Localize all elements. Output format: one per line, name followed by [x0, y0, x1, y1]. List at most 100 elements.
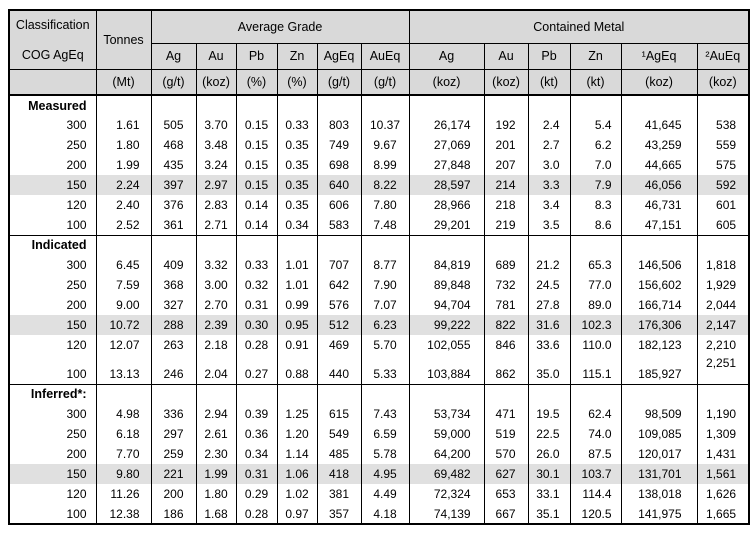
- data-cell: 327: [150, 295, 197, 315]
- empty-cell: [276, 94, 318, 115]
- data-cell: 468: [150, 135, 197, 155]
- data-cell: 156,602: [620, 275, 698, 295]
- classification-label: Classification: [15, 17, 90, 32]
- table-row: 150 10.72 288 2.39 0.30 0.95 512 6.23 99,222 822 3…: [8, 315, 750, 335]
- data-cell: 0.15: [235, 155, 278, 175]
- data-cell: 0.30: [235, 315, 278, 335]
- data-cell: 0.39: [235, 404, 278, 424]
- data-cell: 207: [483, 155, 529, 175]
- data-cell: 846: [483, 335, 529, 355]
- header-row-groups: Classification COG AgEq Tonnes Average G…: [8, 9, 750, 70]
- data-cell: 28,597: [408, 175, 485, 195]
- data-cell: 12.07: [95, 335, 152, 355]
- empty-cell: [195, 383, 237, 404]
- data-cell: 409: [150, 255, 197, 275]
- data-cell: 47,151: [620, 215, 698, 235]
- empty-cell: [408, 383, 485, 404]
- data-cell: 0.28: [235, 335, 278, 355]
- data-cell: 6.45: [95, 255, 152, 275]
- cog-value: 300: [8, 404, 97, 424]
- table-header: Classification COG AgEq Tonnes Average G…: [8, 9, 750, 96]
- empty-cell: [276, 383, 318, 404]
- empty-cell: [360, 234, 410, 255]
- data-cell: 246: [150, 355, 197, 384]
- cog-value: 200: [8, 295, 97, 315]
- data-cell: 3.5: [527, 215, 571, 235]
- empty-cell: [527, 383, 571, 404]
- data-cell: 11.26: [95, 484, 152, 504]
- table-row: 300 4.98 336 2.94 0.39 1.25 615 7.43 53,734 471 19…: [8, 404, 750, 424]
- data-cell: 3.24: [195, 155, 237, 175]
- data-cell: 221: [150, 464, 197, 484]
- cog-value: 250: [8, 424, 97, 444]
- data-cell: 21.2: [527, 255, 571, 275]
- data-cell: 98,509: [620, 404, 698, 424]
- empty-cell: [150, 94, 197, 115]
- table-row: 300 1.61 505 3.70 0.15 0.33 803 10.37 26,174 192 2…: [8, 115, 750, 135]
- unit-grade-ag: (g/t): [150, 69, 197, 96]
- data-cell: 357: [316, 504, 362, 524]
- data-cell: 0.34: [276, 215, 318, 235]
- data-cell: 120,017: [620, 444, 698, 464]
- table-row: 200 9.00 327 2.70 0.31 0.99 576 7.07 94,704 781 27…: [8, 295, 750, 315]
- cog-value: 120: [8, 335, 97, 355]
- empty-cell: [483, 94, 529, 115]
- table-row: 100 12.38 186 1.68 0.28 0.97 357 4.18 74,139 667 3…: [8, 504, 750, 524]
- cog-value: 100: [8, 355, 97, 384]
- cog-value: 100: [8, 215, 97, 235]
- unit-contained-au: (koz): [483, 69, 529, 96]
- data-cell: 146,506: [620, 255, 698, 275]
- data-cell: 0.27: [235, 355, 278, 384]
- empty-cell: [483, 383, 529, 404]
- data-cell: 0.29: [235, 484, 278, 504]
- data-cell: 29,201: [408, 215, 485, 235]
- data-cell: 24.5: [527, 275, 571, 295]
- data-cell: 201: [483, 135, 529, 155]
- data-cell: 1.20: [276, 424, 318, 444]
- data-cell: 336: [150, 404, 197, 424]
- data-cell: 31.6: [527, 315, 571, 335]
- col-header-grade-ag: Ag: [150, 42, 197, 70]
- empty-cell: [696, 94, 750, 115]
- data-cell: 186: [150, 504, 197, 524]
- data-cell: 471: [483, 404, 529, 424]
- data-cell: 862: [483, 355, 529, 384]
- data-cell: 141,975: [620, 504, 698, 524]
- data-cell: 2,147: [696, 315, 750, 335]
- data-cell: 2.24: [95, 175, 152, 195]
- cog-ageq-label: COG AgEq: [21, 47, 84, 62]
- unit-contained-aueq: (koz): [696, 69, 750, 96]
- data-cell: 0.91: [276, 335, 318, 355]
- unit-grade-ageq: (g/t): [316, 69, 362, 96]
- unit-grade-au: (koz): [195, 69, 237, 96]
- empty-cell: [620, 234, 698, 255]
- data-cell: 469: [316, 335, 362, 355]
- data-cell: 512: [316, 315, 362, 335]
- data-cell: 110.0: [569, 335, 622, 355]
- data-cell: 7.70: [95, 444, 152, 464]
- data-cell: 1.80: [95, 135, 152, 155]
- data-cell: 0.95: [276, 315, 318, 335]
- data-cell: 46,731: [620, 195, 698, 215]
- data-cell: 3.3: [527, 175, 571, 195]
- data-cell: 8.3: [569, 195, 622, 215]
- empty-cell: [95, 383, 152, 404]
- data-cell: 7.59: [95, 275, 152, 295]
- data-cell: 84,819: [408, 255, 485, 275]
- data-cell: 0.36: [235, 424, 278, 444]
- section-label-row: Indicated: [8, 234, 750, 255]
- table-body: Measured 300 1.61 505 3.70 0.15 0.33 803 10.37 26…: [8, 94, 750, 524]
- data-cell: 2.61: [195, 424, 237, 444]
- data-cell: 2.04: [195, 355, 237, 384]
- data-cell: 102.3: [569, 315, 622, 335]
- section-label-row: Inferred*:: [8, 383, 750, 404]
- header-row-elements: Ag Au Pb Zn AgEq AuEq Ag Au Pb Zn ¹AgEq …: [9, 42, 750, 70]
- unit-grade-zn: (%): [276, 69, 318, 96]
- data-cell: 13.13: [95, 355, 152, 384]
- data-cell: 28,966: [408, 195, 485, 215]
- table-row: 250 7.59 368 3.00 0.32 1.01 642 7.90 89,848 732 24…: [8, 275, 750, 295]
- data-cell: 2,210: [696, 335, 750, 355]
- data-cell: 8.6: [569, 215, 622, 235]
- data-cell: 1.01: [276, 275, 318, 295]
- cog-value: 150: [8, 464, 97, 484]
